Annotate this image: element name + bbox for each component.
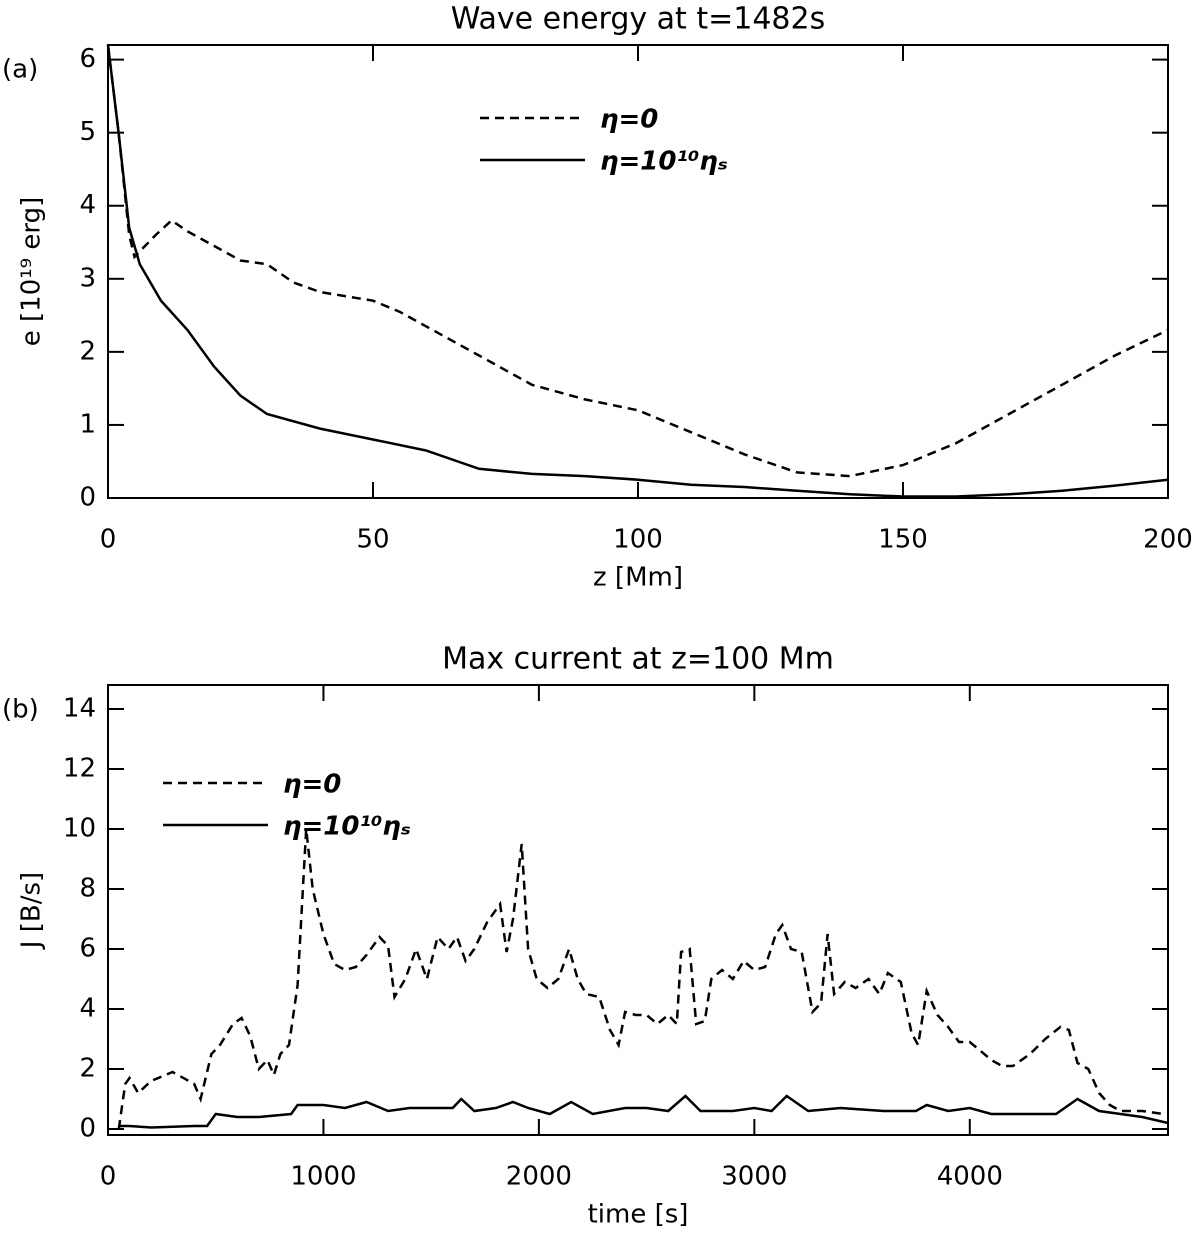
- x-tick-label: 0: [100, 1162, 117, 1192]
- y-tick-label: 6: [79, 44, 96, 74]
- legend-label: η=0: [600, 105, 658, 135]
- data-line: [118, 1094, 1169, 1129]
- chart-title: Wave energy at t=1482s: [451, 2, 826, 37]
- x-tick-label: 100: [613, 525, 663, 555]
- x-tick-label: 0: [100, 525, 117, 555]
- x-tick-label: 3000: [721, 1162, 787, 1192]
- chart-title: Max current at z=100 Mm: [442, 642, 834, 677]
- x-tick-label: 1000: [290, 1162, 356, 1192]
- y-tick-label: 10: [63, 814, 96, 844]
- x-tick-label: 2000: [506, 1162, 572, 1192]
- plot-frame: [107, 684, 1169, 1136]
- y-tick-label: 8: [79, 874, 96, 904]
- panel-label: (a): [2, 55, 38, 85]
- y-tick-label: 14: [63, 694, 96, 724]
- y-tick-label: 2: [79, 336, 96, 366]
- y-tick-label: 4: [79, 994, 96, 1024]
- y-axis-label: e [10¹⁹ erg]: [17, 197, 47, 346]
- x-tick-label: 50: [356, 525, 389, 555]
- x-axis-label: z [Mm]: [593, 563, 683, 593]
- data-line: [106, 44, 1169, 498]
- y-tick-label: 4: [79, 190, 96, 220]
- y-tick-label: 5: [79, 117, 96, 147]
- y-tick-label: 3: [79, 263, 96, 293]
- y-tick-label: 12: [63, 754, 96, 784]
- y-tick-label: 2: [79, 1054, 96, 1084]
- x-tick-label: 200: [1143, 525, 1193, 555]
- legend-label: η=10¹⁰ηₛ: [283, 812, 411, 842]
- legend-label: η=10¹⁰ηₛ: [600, 147, 728, 177]
- x-axis-label: time [s]: [588, 1200, 689, 1230]
- x-tick-label: 150: [878, 525, 928, 555]
- data-line: [117, 828, 1164, 1130]
- x-tick-label: 4000: [937, 1162, 1003, 1192]
- y-tick-label: 1: [79, 409, 96, 439]
- panel-label: (b): [2, 695, 39, 725]
- y-tick-label: 0: [79, 483, 96, 513]
- legend-label: η=0: [283, 770, 341, 800]
- y-axis-label: J [B/s]: [17, 872, 47, 950]
- y-tick-label: 0: [79, 1114, 96, 1144]
- y-tick-label: 6: [79, 934, 96, 964]
- data-line: [106, 44, 1169, 478]
